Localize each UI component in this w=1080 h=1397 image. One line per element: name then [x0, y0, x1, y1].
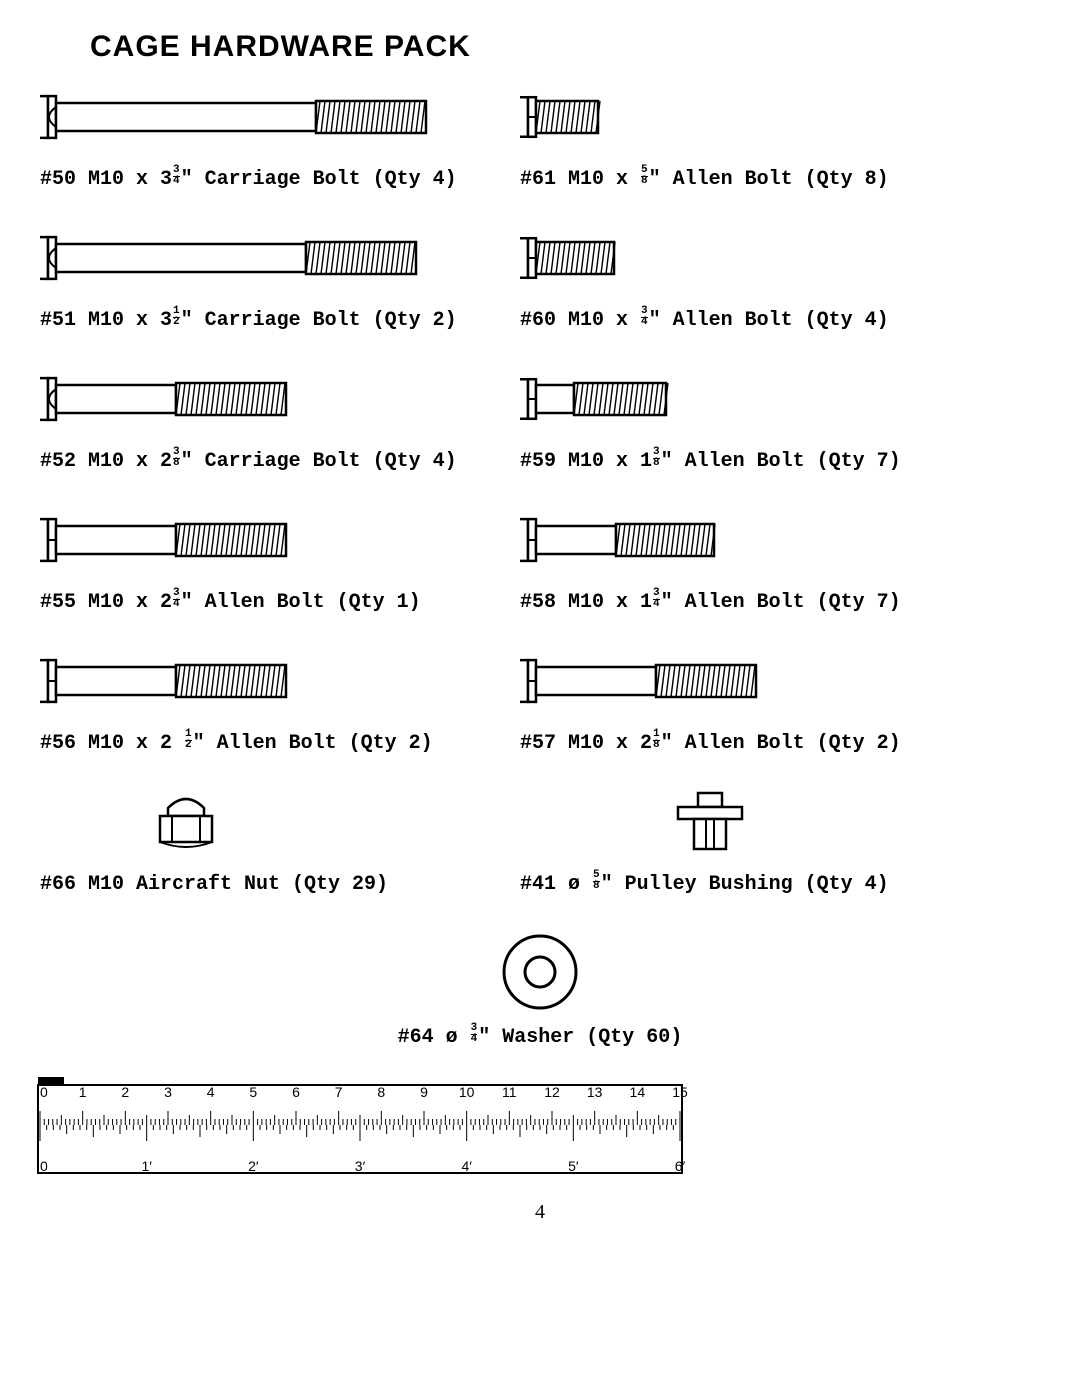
- svg-text:10: 10: [459, 1084, 475, 1100]
- hardware-label-59: #59 M10 x 138" Allen Bolt (Qty 7): [520, 448, 1000, 473]
- svg-text:8: 8: [377, 1084, 385, 1100]
- hardware-label-56: #56 M10 x 2 12" Allen Bolt (Qty 2): [40, 730, 510, 755]
- svg-text:13: 13: [587, 1084, 603, 1100]
- hardware-item-50: #50 M10 x 334" Carriage Bolt (Qty 4): [40, 82, 510, 215]
- hardware-item-61: #61 M10 x 58" Allen Bolt (Qty 8): [510, 82, 1000, 215]
- hardware-label-61: #61 M10 x 58" Allen Bolt (Qty 8): [520, 166, 1000, 191]
- hardware-item-56: #56 M10 x 2 12" Allen Bolt (Qty 2): [40, 646, 510, 779]
- hardware-diagram-52: [40, 364, 314, 434]
- hardware-diagram-57: [520, 646, 784, 716]
- hardware-label-52: #52 M10 x 238" Carriage Bolt (Qty 4): [40, 448, 510, 473]
- hardware-label-55: #55 M10 x 234" Allen Bolt (Qty 1): [40, 589, 510, 614]
- svg-text:6: 6: [292, 1084, 300, 1100]
- page-title: CAGE HARDWARE PACK: [90, 30, 1040, 64]
- svg-text:4: 4: [207, 1084, 215, 1100]
- hardware-diagram-41: [670, 787, 750, 857]
- svg-text:2′: 2′: [248, 1158, 259, 1174]
- svg-text:3′: 3′: [355, 1158, 366, 1174]
- svg-text:3: 3: [164, 1084, 172, 1100]
- svg-text:6′: 6′: [675, 1158, 686, 1174]
- hardware-diagram-51: [40, 223, 444, 293]
- svg-text:1′: 1′: [141, 1158, 152, 1174]
- hardware-grid: #50 M10 x 334" Carriage Bolt (Qty 4) #61 …: [40, 82, 1040, 1049]
- hardware-diagram-61: [520, 82, 624, 152]
- hardware-item-41: #41 ø 58" Pulley Bushing (Qty 4): [510, 787, 1000, 920]
- svg-text:14: 14: [630, 1084, 646, 1100]
- hardware-diagram-60: [520, 223, 640, 293]
- hardware-diagram-66: [150, 794, 222, 854]
- hardware-diagram-64: [498, 930, 582, 1014]
- hardware-label-51: #51 M10 x 312" Carriage Bolt (Qty 2): [40, 307, 510, 332]
- hardware-item-60: #60 M10 x 34" Allen Bolt (Qty 4): [510, 223, 1000, 356]
- svg-text:15: 15: [672, 1084, 688, 1100]
- hardware-label-41: #41 ø 58" Pulley Bushing (Qty 4): [520, 871, 1000, 896]
- hardware-diagram-56: [40, 646, 314, 716]
- hardware-item-55: #55 M10 x 234" Allen Bolt (Qty 1): [40, 505, 510, 638]
- svg-text:5: 5: [249, 1084, 257, 1100]
- hardware-item-57: #57 M10 x 218" Allen Bolt (Qty 2): [510, 646, 1000, 779]
- hardware-item-59: #59 M10 x 138" Allen Bolt (Qty 7): [510, 364, 1000, 497]
- svg-text:1: 1: [79, 1084, 87, 1100]
- hardware-diagram-55: [40, 505, 314, 575]
- svg-text:5′: 5′: [568, 1158, 579, 1174]
- svg-text:11: 11: [502, 1084, 517, 1100]
- svg-text:0: 0: [40, 1084, 48, 1100]
- hardware-label-57: #57 M10 x 218" Allen Bolt (Qty 2): [520, 730, 1000, 755]
- svg-text:9: 9: [420, 1084, 428, 1100]
- hardware-item-66: #66 M10 Aircraft Nut (Qty 29): [40, 789, 510, 920]
- svg-text:4′: 4′: [461, 1158, 472, 1174]
- hardware-label-64: #64 ø 34" Washer (Qty 60): [40, 1024, 1040, 1049]
- hardware-diagram-59: [520, 364, 692, 434]
- svg-text:2: 2: [121, 1084, 129, 1100]
- hardware-diagram-50: [40, 82, 454, 152]
- hardware-label-66: #66 M10 Aircraft Nut (Qty 29): [40, 873, 510, 896]
- svg-text:7: 7: [335, 1084, 343, 1100]
- hardware-item-52: #52 M10 x 238" Carriage Bolt (Qty 4): [40, 364, 510, 497]
- svg-text:12: 12: [544, 1084, 560, 1100]
- ruler: 012345678910111213141501′2′3′4′5′6′: [30, 1073, 1040, 1183]
- page-number: 4: [40, 1201, 1040, 1224]
- hardware-diagram-58: [520, 505, 742, 575]
- hardware-item-51: #51 M10 x 312" Carriage Bolt (Qty 2): [40, 223, 510, 356]
- hardware-item-64: #64 ø 34" Washer (Qty 60): [40, 930, 1040, 1049]
- hardware-item-58: #58 M10 x 134" Allen Bolt (Qty 7): [510, 505, 1000, 638]
- hardware-label-50: #50 M10 x 334" Carriage Bolt (Qty 4): [40, 166, 510, 191]
- hardware-label-60: #60 M10 x 34" Allen Bolt (Qty 4): [520, 307, 1000, 332]
- hardware-label-58: #58 M10 x 134" Allen Bolt (Qty 7): [520, 589, 1000, 614]
- svg-text:0: 0: [40, 1158, 48, 1174]
